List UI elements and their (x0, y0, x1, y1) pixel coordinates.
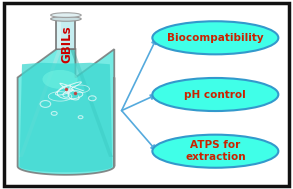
Text: ATPS for
extraction: ATPS for extraction (185, 140, 246, 162)
Text: GBILs: GBILs (60, 26, 73, 63)
Polygon shape (57, 19, 61, 49)
Ellipse shape (51, 17, 81, 21)
Polygon shape (70, 49, 113, 157)
Text: Biocompatibility: Biocompatibility (167, 33, 264, 43)
Polygon shape (56, 19, 76, 49)
Text: pH control: pH control (185, 90, 246, 99)
Ellipse shape (152, 135, 278, 168)
Ellipse shape (152, 21, 278, 54)
Ellipse shape (152, 78, 278, 111)
Polygon shape (20, 63, 112, 172)
Polygon shape (18, 49, 114, 175)
Ellipse shape (42, 70, 78, 89)
Ellipse shape (51, 13, 81, 18)
Polygon shape (19, 49, 62, 157)
